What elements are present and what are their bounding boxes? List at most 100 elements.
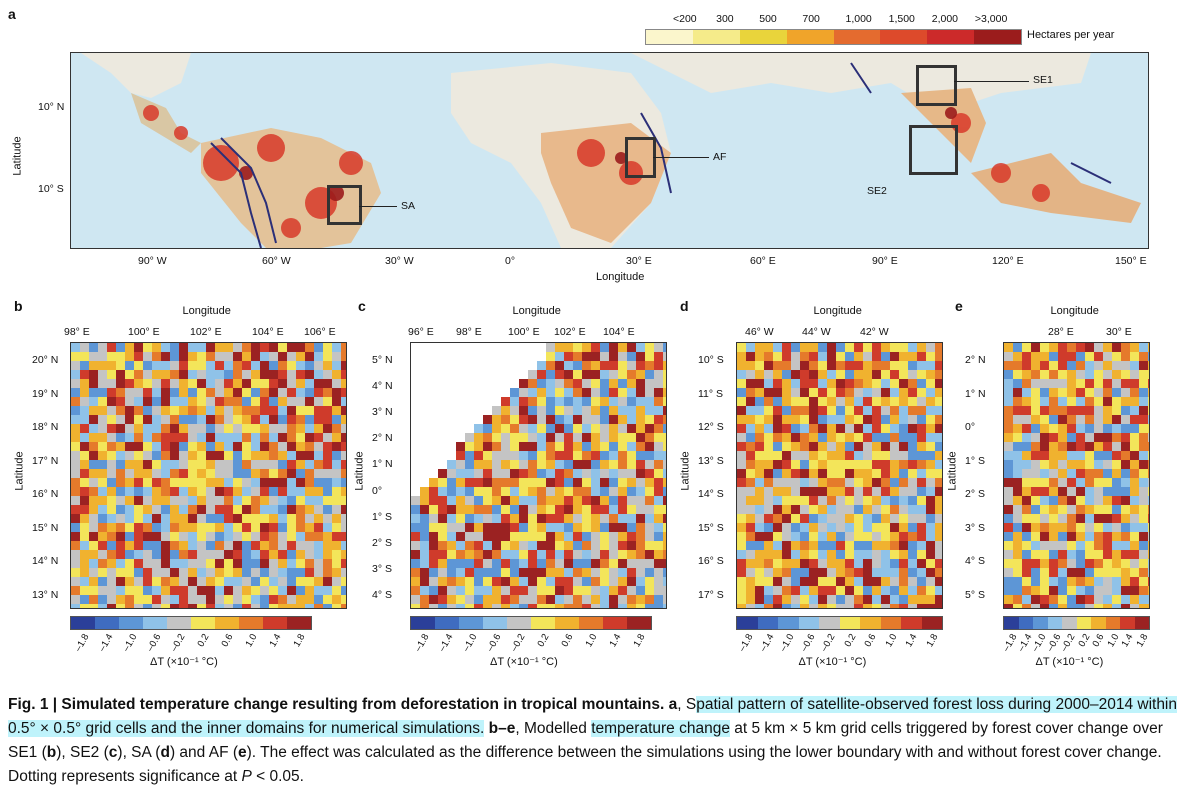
grid-cell (1076, 415, 1085, 424)
grid-cell (582, 388, 591, 397)
grid-cell (134, 379, 143, 388)
grid-cell (179, 532, 188, 541)
grid-cell (755, 532, 764, 541)
grid-cell (1076, 514, 1085, 523)
grid-cell (890, 388, 899, 397)
grid-cell (197, 397, 206, 406)
grid-cell (746, 586, 755, 595)
grid-cell (465, 487, 474, 496)
grid-cell (1103, 451, 1112, 460)
grid-cell (609, 433, 618, 442)
callout-se2: SE2 (867, 185, 887, 197)
colorbar-swatch (167, 617, 191, 629)
grid-cell (627, 487, 636, 496)
grid-cell (179, 415, 188, 424)
grid-cell (1139, 604, 1148, 608)
grid-cell (591, 397, 600, 406)
grid-cell (755, 433, 764, 442)
grid-cell (636, 523, 645, 532)
grid-cell (836, 433, 845, 442)
grid-cell (89, 460, 98, 469)
grid-cell (1139, 559, 1148, 568)
grid-cell (537, 541, 546, 550)
grid-cell (1022, 343, 1031, 352)
grid-cell (591, 370, 600, 379)
grid-cell (1076, 478, 1085, 487)
grid-cell (332, 370, 341, 379)
caption-text: ) and AF ( (169, 744, 239, 761)
grid-cell (800, 523, 809, 532)
grid-cell (314, 586, 323, 595)
grid-cell (224, 424, 233, 433)
grid-cell (863, 379, 872, 388)
grid-cell (809, 577, 818, 586)
grid-cell (863, 559, 872, 568)
grid-cell (1040, 559, 1049, 568)
grid-cell (872, 478, 881, 487)
legend-swatch (833, 30, 881, 44)
grid-cell (755, 541, 764, 550)
grid-cell (501, 532, 510, 541)
grid-cell (260, 487, 269, 496)
grid-cell (420, 532, 429, 541)
grid-cell (296, 568, 305, 577)
grid-cell (1058, 424, 1067, 433)
grid-cell (746, 370, 755, 379)
lon-tick: 42° W (860, 326, 889, 338)
grid-cell (1022, 595, 1031, 604)
grid-cell (818, 478, 827, 487)
grid-cell (1031, 352, 1040, 361)
grid-cell (890, 586, 899, 595)
grid-cell (737, 406, 746, 415)
grid-cell (170, 559, 179, 568)
grid-cell (197, 514, 206, 523)
grid-cell (537, 388, 546, 397)
grid-cell (908, 496, 917, 505)
grid-cell (1121, 442, 1130, 451)
domain-box-se2 (909, 125, 958, 175)
grid-cell (1013, 532, 1022, 541)
grid-cell (1040, 604, 1049, 608)
colorbar-tick: –0.2 (508, 632, 528, 654)
grid-cell (215, 397, 224, 406)
grid-cell (152, 505, 161, 514)
grid-cell (600, 577, 609, 586)
grid-cell (872, 586, 881, 595)
grid-cell (737, 415, 746, 424)
grid-cell (1031, 442, 1040, 451)
grid-cell (872, 433, 881, 442)
grid-cell (411, 514, 420, 523)
grid-cell (555, 361, 564, 370)
colorbar-swatch (1004, 617, 1019, 629)
grid-cell (782, 406, 791, 415)
grid-cell (89, 388, 98, 397)
grid-cell (917, 604, 926, 608)
grid-cell (152, 370, 161, 379)
grid-cell (242, 424, 251, 433)
grid-cell (341, 586, 346, 595)
grid-cell (179, 397, 188, 406)
grid-cell (854, 361, 863, 370)
grid-cell (1103, 604, 1112, 608)
grid-cell (1031, 604, 1040, 608)
grid-cell (528, 370, 537, 379)
grid-cell (1148, 379, 1149, 388)
grid-cell (791, 343, 800, 352)
grid-cell (474, 523, 483, 532)
grid-cell (215, 460, 224, 469)
grid-cell (899, 433, 908, 442)
grid-cell (890, 568, 899, 577)
grid-cell (233, 451, 242, 460)
grid-cell (528, 460, 537, 469)
grid-cell (935, 496, 942, 505)
grid-cell (501, 433, 510, 442)
grid-cell (845, 361, 854, 370)
grid-cell (269, 496, 278, 505)
grid-cell (206, 559, 215, 568)
grid-cell (341, 604, 346, 608)
grid-cell (1085, 550, 1094, 559)
grid-cell (1076, 433, 1085, 442)
grid-cell (827, 478, 836, 487)
grid-cell (863, 469, 872, 478)
grid-cell (600, 433, 609, 442)
